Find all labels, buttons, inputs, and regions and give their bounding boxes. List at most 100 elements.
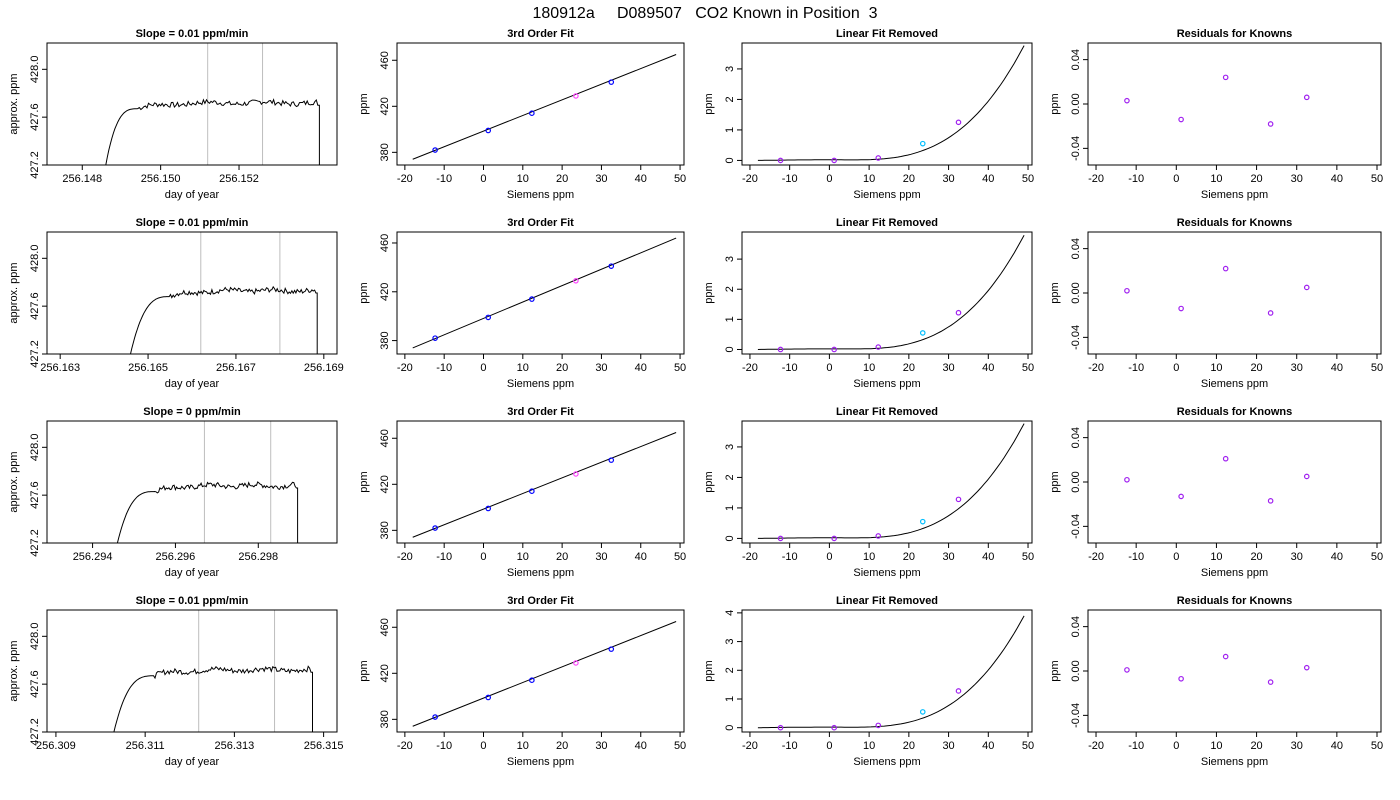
y-tick-label: 3 (724, 256, 736, 262)
y-tick-label: 2 (724, 667, 736, 673)
x-tick-label: 256.165 (128, 362, 168, 374)
data-point (955, 119, 962, 126)
x-tick-label: 256.296 (156, 551, 196, 563)
x-tick-label: 50 (1371, 362, 1383, 374)
data-point (432, 147, 438, 153)
plot-frame (46, 231, 338, 355)
x-tick-label: 10 (1210, 740, 1222, 752)
x-tick-label: 256.167 (216, 362, 256, 374)
x-tick-label: 20 (556, 362, 568, 374)
data-point (1267, 121, 1274, 127)
y-tick-label: 380 (379, 710, 391, 728)
data-point (1303, 284, 1310, 291)
panel-title: Residuals for Knowns (1177, 595, 1293, 607)
data-point (777, 535, 784, 542)
x-tick-label: 0 (826, 362, 832, 374)
x-tick-label: 30 (1291, 740, 1303, 752)
x-tick-label: 20 (1250, 173, 1262, 185)
data-point (1124, 476, 1130, 483)
y-tick-label: 0 (724, 157, 736, 163)
x-tick-label: 30 (942, 740, 954, 752)
x-tick-label: -20 (397, 362, 413, 374)
x-tick-label: 10 (1210, 173, 1222, 185)
co2-trace-line (105, 98, 320, 165)
x-tick-label: 20 (903, 173, 915, 185)
x-tick-label: -10 (436, 740, 452, 752)
x-tick-label: -20 (742, 362, 758, 374)
x-tick-label: 40 (1331, 362, 1343, 374)
y-tick-label: 1 (724, 316, 736, 322)
x-tick-label: 256.294 (73, 551, 113, 563)
y-tick-label: 428.0 (29, 434, 41, 462)
x-tick-label: -20 (1088, 551, 1104, 563)
data-point (1178, 675, 1184, 682)
fit-line (412, 237, 677, 349)
y-tick-label: 428.0 (29, 623, 41, 651)
y-tick-label: 460 (379, 51, 391, 69)
panel-r4c1: Slope = 0.01 ppm/min 256.309 256.311 256.31… (8, 595, 343, 768)
panel-r2c4: Residuals for Knowns -20 -10 0 10 20 30 40 50 -0.… (1049, 217, 1383, 390)
data-point (608, 646, 615, 652)
y-tick-label: 0.04 (1070, 427, 1082, 448)
data-point (1303, 94, 1310, 101)
x-axis-label: Siemens ppm (1201, 378, 1268, 390)
data-point (955, 309, 962, 316)
x-tick-label: 50 (674, 173, 686, 185)
panel-r3c2: 3rd Order Fit -20 -10 0 10 20 30 40 50 380 420 460 S… (358, 406, 686, 579)
x-tick-label: 0 (826, 551, 832, 563)
x-tick-label: 30 (1291, 173, 1303, 185)
x-tick-label: 256.311 (126, 740, 165, 752)
y-tick-label: 0 (724, 725, 736, 731)
x-tick-label: 40 (635, 551, 647, 563)
panel-title: 3rd Order Fit (507, 28, 574, 40)
x-tick-label: 10 (517, 173, 529, 185)
fit-line (412, 54, 677, 160)
plot-frame (396, 42, 685, 166)
data-point (1124, 667, 1130, 673)
x-tick-label: 40 (1331, 740, 1343, 752)
x-tick-label: 20 (903, 362, 915, 374)
data-point (1222, 653, 1229, 660)
y-axis-label: ppm (1049, 471, 1061, 492)
y-axis-label: ppm (703, 660, 715, 681)
y-tick-label: 2 (724, 474, 736, 480)
x-axis-label: day of year (165, 189, 220, 201)
panel-title: Residuals for Knowns (1177, 217, 1293, 229)
x-tick-label: 50 (674, 362, 686, 374)
y-axis-label: approx. ppm (8, 73, 20, 134)
y-tick-label: 380 (379, 521, 391, 539)
y-axis-label: ppm (358, 282, 370, 303)
x-tick-label: 10 (863, 362, 875, 374)
panel-grid: Slope = 0.01 ppm/min 256.148 256.150 256.15… (8, 28, 1383, 768)
x-axis-label: Siemens ppm (507, 189, 574, 201)
x-tick-label: -10 (782, 740, 798, 752)
x-axis-label: Siemens ppm (853, 567, 920, 579)
data-point (1267, 498, 1274, 504)
x-tick-label: 256.313 (215, 740, 255, 752)
cubic-curve (757, 234, 1025, 350)
x-tick-label: 30 (595, 173, 607, 185)
panel-title: Linear Fit Removed (836, 28, 938, 40)
x-tick-label: 20 (1250, 551, 1262, 563)
x-tick-label: -20 (742, 740, 758, 752)
y-tick-label: 428.0 (29, 56, 41, 84)
y-tick-label: 2 (724, 96, 736, 102)
x-tick-label: 20 (556, 173, 568, 185)
fit-line (412, 432, 677, 538)
plot-area (757, 423, 1025, 542)
x-tick-label: 0 (480, 551, 486, 563)
x-tick-label: 0 (1173, 173, 1179, 185)
y-tick-label: 2 (724, 286, 736, 292)
data-point (529, 488, 535, 495)
data-point (1178, 116, 1184, 123)
x-tick-label: -20 (1088, 740, 1104, 752)
x-tick-label: 50 (1371, 173, 1383, 185)
x-tick-label: 20 (1250, 362, 1262, 374)
x-tick-label: 10 (863, 551, 875, 563)
x-tick-label: 256.315 (304, 740, 344, 752)
data-point (1124, 287, 1130, 294)
y-axis-label: ppm (358, 93, 370, 114)
data-point (608, 79, 615, 85)
